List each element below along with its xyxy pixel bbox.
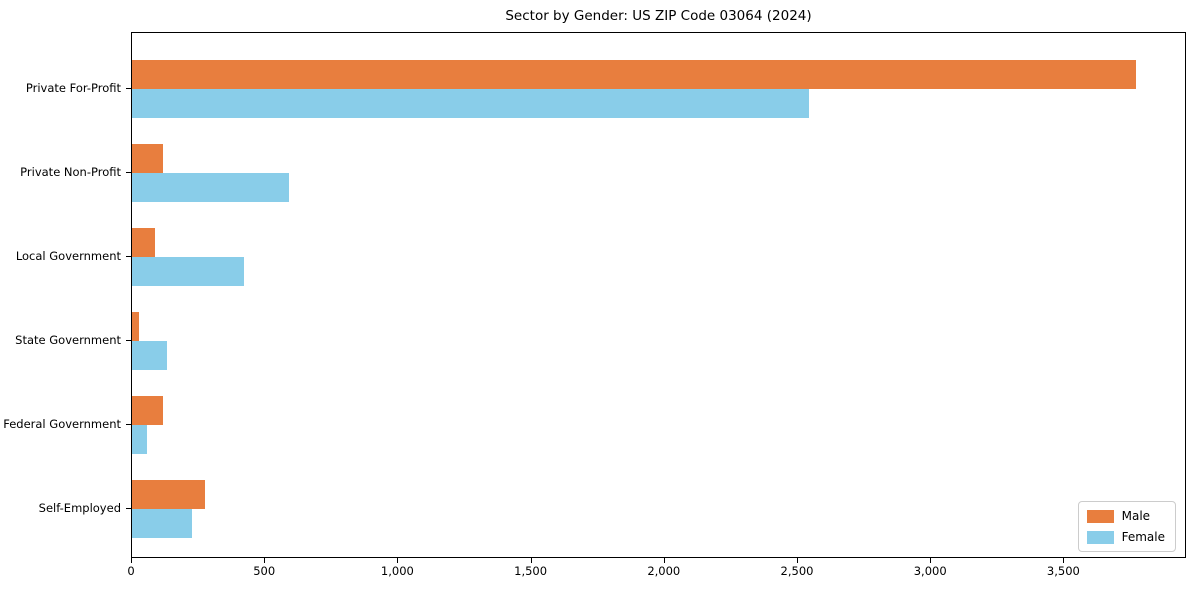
bar-female-private-for-profit — [132, 89, 809, 119]
x-tick-mark — [530, 558, 532, 563]
x-tick-mark — [930, 558, 932, 563]
bar-female-private-non-profit — [132, 173, 290, 203]
x-tick-mark — [1063, 558, 1065, 563]
bar-male-state-government — [132, 311, 139, 341]
legend-label-female: Female — [1121, 530, 1165, 544]
y-axis-label-federal-government: Federal Government — [3, 417, 121, 431]
bar-male-private-for-profit — [132, 59, 1137, 89]
x-tick-mark — [663, 558, 665, 563]
y-axis-label-state-government: State Government — [15, 333, 121, 347]
bar-female-local-government — [132, 257, 244, 287]
x-tick-label: 3,500 — [1046, 564, 1080, 578]
bar-female-state-government — [132, 341, 167, 371]
bar-male-private-non-profit — [132, 143, 163, 173]
x-tick-mark — [131, 558, 132, 563]
bar-female-self-employed — [132, 509, 192, 539]
x-tick-label: 2,000 — [647, 564, 681, 578]
y-axis-label-self-employed: Self-Employed — [38, 501, 121, 515]
legend-label-male: Male — [1121, 509, 1151, 523]
x-tick-label: 3,000 — [913, 564, 947, 578]
y-tick-mark — [126, 88, 131, 89]
x-tick-mark — [264, 558, 266, 563]
legend-entry-female: Female — [1086, 530, 1165, 544]
x-tick-mark — [797, 558, 798, 563]
legend-entry-male: Male — [1086, 509, 1165, 523]
x-tick-mark — [397, 558, 399, 563]
y-tick-mark — [126, 508, 131, 509]
bar-male-self-employed — [132, 479, 206, 509]
plot-area: Male Female — [131, 32, 1186, 558]
legend-swatch-female — [1086, 530, 1114, 544]
y-axis-label-local-government: Local Government — [15, 249, 121, 263]
y-tick-mark — [126, 172, 131, 173]
y-tick-mark — [126, 256, 131, 257]
x-tick-label: 2,500 — [780, 564, 814, 578]
legend: Male Female — [1077, 501, 1176, 552]
bar-male-federal-government — [132, 395, 163, 425]
x-tick-label: 500 — [253, 564, 276, 578]
x-tick-label: 0 — [127, 564, 135, 578]
legend-swatch-male — [1086, 509, 1114, 523]
bar-female-federal-government — [132, 425, 147, 455]
y-axis-label-private-for-profit: Private For-Profit — [25, 81, 121, 95]
x-tick-label: 1,000 — [380, 564, 414, 578]
chart-title: Sector by Gender: US ZIP Code 03064 (202… — [505, 8, 812, 24]
y-tick-mark — [126, 340, 131, 341]
y-axis-label-private-non-profit: Private Non-Profit — [20, 165, 121, 179]
y-tick-mark — [126, 424, 131, 425]
bar-male-local-government — [132, 227, 155, 257]
x-tick-label: 1,500 — [514, 564, 548, 578]
